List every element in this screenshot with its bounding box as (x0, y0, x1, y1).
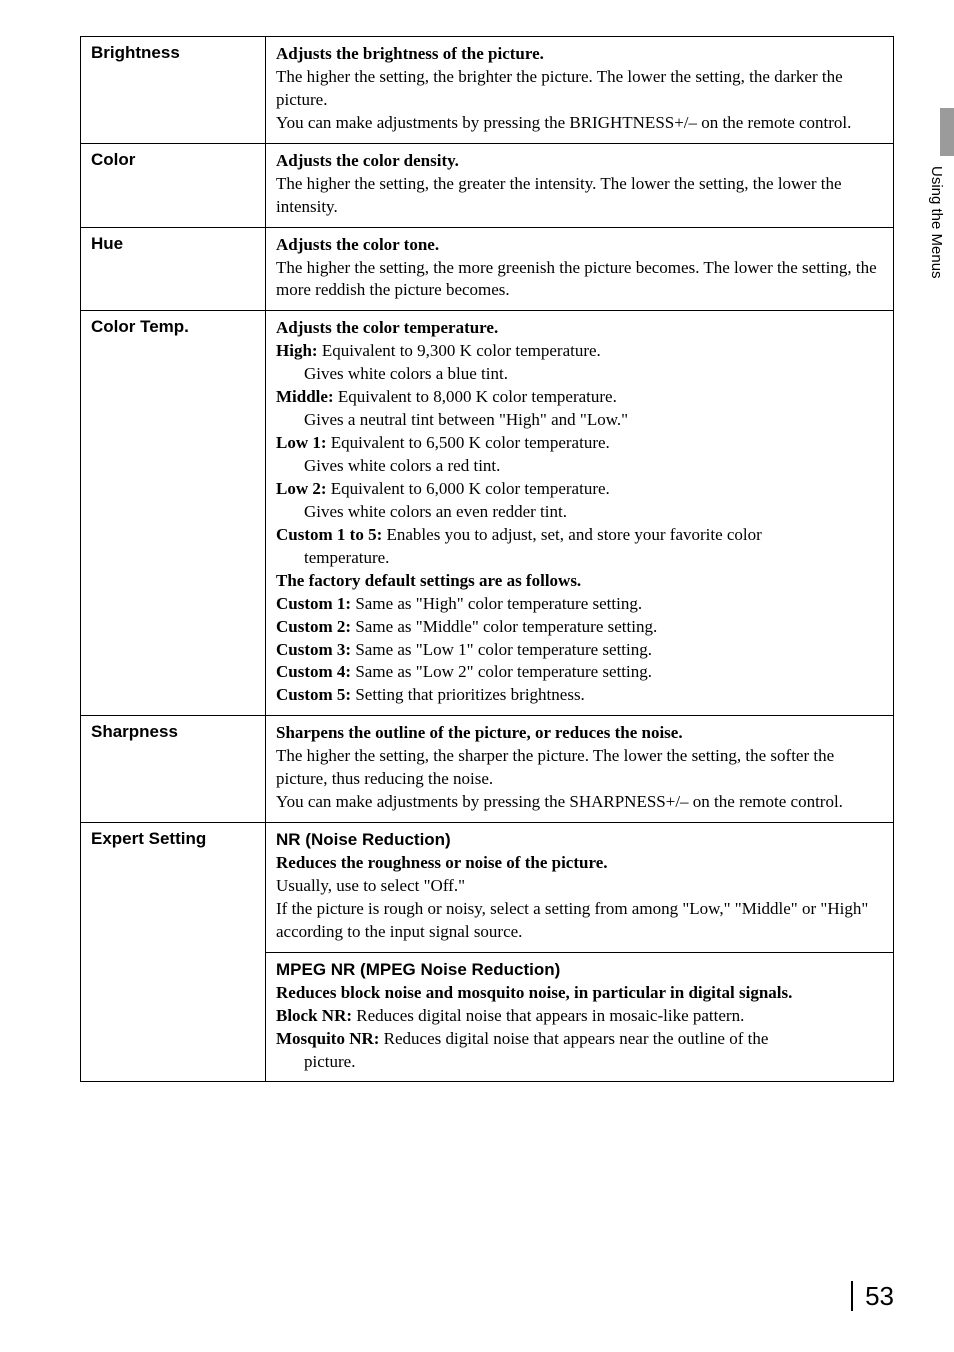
table-row: Color Temp. Adjusts the color temperature… (81, 311, 894, 716)
bold-text: Custom 1: (276, 594, 351, 613)
indented-text: Gives a neutral tint between "High" and … (276, 409, 883, 432)
body-text: You can make adjustments by pressing the… (276, 792, 843, 811)
body-text: Equivalent to 9,300 K color temperature. (318, 341, 601, 360)
row-label-cell: Color (81, 143, 266, 227)
body-text: If the picture is rough or noisy, select… (276, 899, 868, 941)
body-text: Same as "Low 2" color temperature settin… (351, 662, 652, 681)
table-row: Hue Adjusts the color tone. The higher the… (81, 227, 894, 311)
subsection-heading: NR (Noise Reduction) (276, 829, 883, 852)
bold-text: Low 2: (276, 479, 327, 498)
row-description-cell: Adjusts the brightness of the picture. Th… (266, 37, 894, 144)
indented-text: picture. (276, 1051, 883, 1074)
table-row: Expert Setting NR (Noise Reduction)Reduce… (81, 823, 894, 953)
row-label: Color (91, 150, 135, 169)
bold-text: The factory default settings are as foll… (276, 571, 581, 590)
body-text: Same as "High" color temperature setting… (351, 594, 642, 613)
subsection-heading: MPEG NR (MPEG Noise Reduction) (276, 959, 883, 982)
page-number-value: 53 (865, 1281, 894, 1311)
page-number-bar (851, 1281, 853, 1311)
row-description-cell: Sharpens the outline of the picture, or … (266, 716, 894, 823)
bold-text: Sharpens the outline of the picture, or … (276, 723, 683, 742)
body-text: Reduces digital noise that appears near … (379, 1029, 768, 1048)
body-text: Equivalent to 8,000 K color temperature. (334, 387, 617, 406)
bold-text: Custom 3: (276, 640, 351, 659)
bold-text: Low 1: (276, 433, 327, 452)
bold-text: High: (276, 341, 318, 360)
bold-text: Adjusts the color tone. (276, 235, 439, 254)
body-text: Enables you to adjust, set, and store yo… (382, 525, 762, 544)
side-tab: Using the Menus (916, 108, 954, 338)
bold-text: Adjusts the color density. (276, 151, 459, 170)
bold-text: Block NR: (276, 1006, 352, 1025)
body-text: Reduces digital noise that appears in mo… (352, 1006, 744, 1025)
bold-text: Mosquito NR: (276, 1029, 379, 1048)
indented-text: Gives white colors a red tint. (276, 455, 883, 478)
row-description-cell: MPEG NR (MPEG Noise Reduction)Reduces bl… (266, 952, 894, 1082)
row-label-cell: Color Temp. (81, 311, 266, 716)
row-description-cell: NR (Noise Reduction)Reduces the roughnes… (266, 823, 894, 953)
table-row: Sharpness Sharpens the outline of the pic… (81, 716, 894, 823)
bold-text: Custom 1 to 5: (276, 525, 382, 544)
row-label: Hue (91, 234, 123, 253)
row-description-cell: Adjusts the color density. The higher the… (266, 143, 894, 227)
bold-text: Custom 5: (276, 685, 351, 704)
body-text: The higher the setting, the more greenis… (276, 258, 877, 300)
body-text: Same as "Low 1" color temperature settin… (351, 640, 652, 659)
row-label: Color Temp. (91, 317, 189, 336)
row-label-cell: Sharpness (81, 716, 266, 823)
side-tab-label: Using the Menus (928, 166, 945, 279)
row-label: Sharpness (91, 722, 178, 741)
row-label-cell: Expert Setting (81, 823, 266, 1082)
body-text: Same as "Middle" color temperature setti… (351, 617, 657, 636)
indented-text: temperature. (276, 547, 883, 570)
indented-text: Gives white colors a blue tint. (276, 363, 883, 386)
bold-text: Reduces block noise and mosquito noise, … (276, 983, 792, 1002)
bold-text: Middle: (276, 387, 334, 406)
body-text: Usually, use to select "Off." (276, 876, 465, 895)
bold-text: Adjusts the color temperature. (276, 318, 498, 337)
settings-table: Brightness Adjusts the brightness of the … (80, 36, 894, 1082)
bold-text: Adjusts the brightness of the picture. (276, 44, 544, 63)
page-content: Brightness Adjusts the brightness of the … (0, 0, 954, 1082)
row-label: Expert Setting (91, 829, 206, 848)
body-text: Setting that prioritizes brightness. (351, 685, 585, 704)
table-row: Color Adjusts the color density. The highe… (81, 143, 894, 227)
body-text: The higher the setting, the greater the … (276, 174, 842, 216)
bold-text: Reduces the roughness or noise of the pi… (276, 853, 608, 872)
row-description-cell: Adjusts the color temperature. High: Equi… (266, 311, 894, 716)
row-description-cell: Adjusts the color tone. The higher the se… (266, 227, 894, 311)
bold-text: Custom 2: (276, 617, 351, 636)
body-text: Equivalent to 6,000 K color temperature. (327, 479, 610, 498)
side-tab-bar (940, 108, 954, 156)
body-text: The higher the setting, the sharper the … (276, 746, 834, 788)
bold-text: Custom 4: (276, 662, 351, 681)
body-text: The higher the setting, the brighter the… (276, 67, 843, 109)
body-text: Equivalent to 6,500 K color temperature. (327, 433, 610, 452)
indented-text: Gives white colors an even redder tint. (276, 501, 883, 524)
page-number: 53 (851, 1281, 894, 1312)
table-row: Brightness Adjusts the brightness of the … (81, 37, 894, 144)
row-label-cell: Hue (81, 227, 266, 311)
body-text: You can make adjustments by pressing the… (276, 113, 851, 132)
row-label: Brightness (91, 43, 180, 62)
row-label-cell: Brightness (81, 37, 266, 144)
